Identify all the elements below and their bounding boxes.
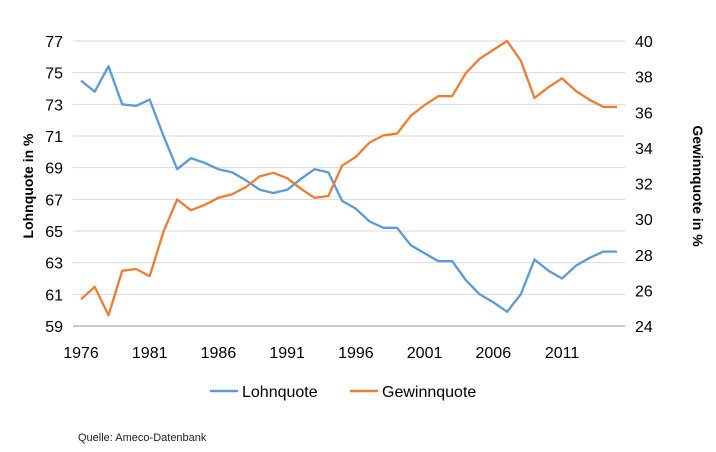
legend-label-gewinnquote: Gewinnquote — [382, 384, 476, 401]
x-tick-label: 2001 — [407, 345, 443, 362]
right-axis-ticks: 24 26 28 30 32 34 36 38 40 — [635, 34, 653, 336]
x-tick-label: 1996 — [338, 345, 374, 362]
left-tick-label: 69 — [45, 161, 63, 178]
left-axis-ticks: 59 61 63 65 67 69 71 73 75 77 — [45, 34, 63, 336]
x-axis-ticks: 1976 1981 1986 1991 1996 2001 2006 2011 — [63, 345, 579, 362]
left-tick-label: 73 — [45, 97, 63, 114]
x-tick-label: 1976 — [63, 345, 99, 362]
right-tick-label: 28 — [635, 248, 653, 265]
right-tick-label: 40 — [635, 34, 653, 51]
right-axis-label: Gewinnquote in % — [690, 125, 706, 247]
left-tick-label: 65 — [45, 224, 63, 241]
left-tick-label: 63 — [45, 256, 63, 273]
x-tick-label: 2011 — [545, 345, 580, 362]
left-tick-label: 61 — [45, 287, 63, 304]
gridlines — [73, 40, 625, 327]
series-line-lohnquote — [80, 65, 617, 313]
left-tick-label: 75 — [45, 66, 63, 83]
series-lines — [80, 39, 617, 317]
right-tick-label: 30 — [635, 212, 653, 229]
right-tick-label: 34 — [635, 141, 653, 158]
x-tick-label: 1986 — [201, 345, 237, 362]
legend: Lohnquote Gewinnquote — [210, 384, 476, 401]
left-tick-label: 59 — [45, 319, 63, 336]
right-tick-label: 24 — [635, 319, 653, 336]
right-tick-label: 32 — [635, 177, 653, 194]
right-tick-label: 26 — [635, 283, 653, 300]
right-tick-label: 38 — [635, 70, 653, 87]
right-tick-label: 36 — [635, 105, 653, 122]
left-tick-label: 67 — [45, 192, 63, 209]
x-tick-label: 1981 — [132, 345, 168, 362]
left-axis-label: Lohnquote in % — [20, 133, 36, 239]
source-note: Quelle: Ameco-Datenbank — [78, 432, 207, 444]
left-tick-label: 77 — [45, 34, 63, 51]
left-tick-label: 71 — [45, 129, 63, 146]
x-tick-label: 1991 — [269, 345, 305, 362]
x-tick-label: 2006 — [476, 345, 512, 362]
legend-label-lohnquote: Lohnquote — [242, 384, 318, 401]
series-line-gewinnquote — [80, 39, 617, 317]
